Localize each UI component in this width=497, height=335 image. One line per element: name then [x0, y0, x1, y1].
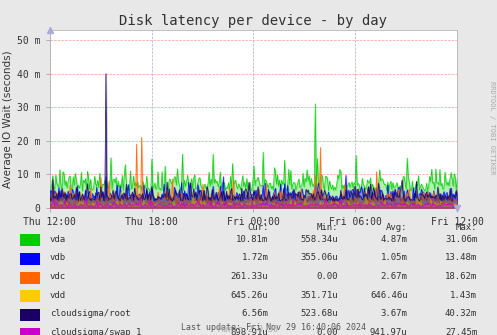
- Text: 645.26u: 645.26u: [231, 291, 268, 300]
- Text: 941.97u: 941.97u: [370, 328, 408, 335]
- Text: 1.43m: 1.43m: [450, 291, 477, 300]
- Text: 261.33u: 261.33u: [231, 272, 268, 281]
- Text: 13.48m: 13.48m: [445, 253, 477, 262]
- Text: 898.91u: 898.91u: [231, 328, 268, 335]
- Text: 40.32m: 40.32m: [445, 310, 477, 318]
- Text: 31.06m: 31.06m: [445, 234, 477, 244]
- Text: vdc: vdc: [50, 272, 66, 281]
- Text: vda: vda: [50, 234, 66, 244]
- Text: 355.06u: 355.06u: [300, 253, 338, 262]
- Text: 2.67m: 2.67m: [381, 272, 408, 281]
- Text: 3.67m: 3.67m: [381, 310, 408, 318]
- Text: Munin 2.0.56: Munin 2.0.56: [219, 325, 278, 334]
- Text: RRDTOOL / TOBI OETIKER: RRDTOOL / TOBI OETIKER: [489, 80, 495, 174]
- Text: Avg:: Avg:: [386, 223, 408, 232]
- Text: Last update: Fri Nov 29 16:40:06 2024: Last update: Fri Nov 29 16:40:06 2024: [181, 323, 366, 332]
- Text: 18.62m: 18.62m: [445, 272, 477, 281]
- Title: Disk latency per device - by day: Disk latency per device - by day: [119, 14, 388, 27]
- Bar: [20, 253, 40, 265]
- Text: cloudsigma/swap_1: cloudsigma/swap_1: [50, 328, 141, 335]
- Bar: [20, 272, 40, 284]
- Text: Min:: Min:: [317, 223, 338, 232]
- Text: Max:: Max:: [456, 223, 477, 232]
- Text: 646.46u: 646.46u: [370, 291, 408, 300]
- Text: cloudsigma/root: cloudsigma/root: [50, 310, 130, 318]
- Text: 0.00: 0.00: [317, 328, 338, 335]
- Text: 4.87m: 4.87m: [381, 234, 408, 244]
- Text: 1.05m: 1.05m: [381, 253, 408, 262]
- Text: vdd: vdd: [50, 291, 66, 300]
- Text: 558.34u: 558.34u: [300, 234, 338, 244]
- Text: 523.68u: 523.68u: [300, 310, 338, 318]
- Bar: [20, 290, 40, 303]
- Text: 6.56m: 6.56m: [242, 310, 268, 318]
- Text: 27.45m: 27.45m: [445, 328, 477, 335]
- Text: 351.71u: 351.71u: [300, 291, 338, 300]
- Text: 0.00: 0.00: [317, 272, 338, 281]
- Text: 10.81m: 10.81m: [236, 234, 268, 244]
- Bar: [20, 328, 40, 335]
- Text: Cur:: Cur:: [247, 223, 268, 232]
- Text: vdb: vdb: [50, 253, 66, 262]
- Text: 1.72m: 1.72m: [242, 253, 268, 262]
- Bar: [20, 309, 40, 321]
- Bar: [20, 234, 40, 246]
- Y-axis label: Average IO Wait (seconds): Average IO Wait (seconds): [3, 50, 13, 188]
